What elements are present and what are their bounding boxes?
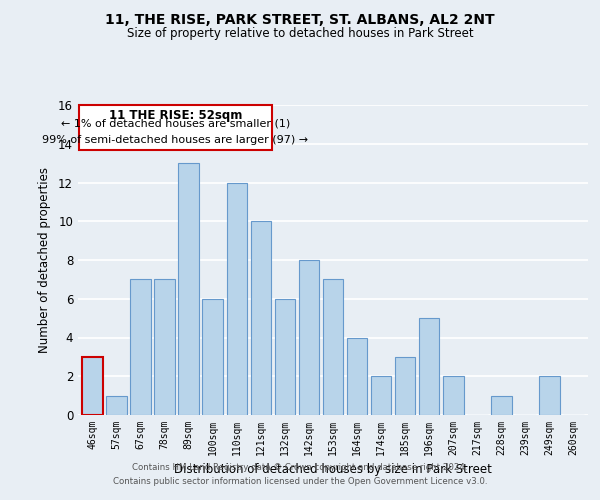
Bar xyxy=(227,182,247,415)
Bar xyxy=(395,357,415,415)
Bar xyxy=(419,318,439,415)
Text: Contains HM Land Registry data © Crown copyright and database right 2024.: Contains HM Land Registry data © Crown c… xyxy=(132,464,468,472)
Text: 11 THE RISE: 52sqm: 11 THE RISE: 52sqm xyxy=(109,109,242,122)
Bar xyxy=(202,298,223,415)
Y-axis label: Number of detached properties: Number of detached properties xyxy=(38,167,51,353)
Bar xyxy=(371,376,391,415)
Text: Contains public sector information licensed under the Open Government Licence v3: Contains public sector information licen… xyxy=(113,477,487,486)
Bar xyxy=(106,396,127,415)
Bar xyxy=(178,163,199,415)
Bar xyxy=(275,298,295,415)
Bar xyxy=(154,280,175,415)
Text: 99% of semi-detached houses are larger (97) →: 99% of semi-detached houses are larger (… xyxy=(43,135,308,145)
Bar xyxy=(82,357,103,415)
Bar xyxy=(299,260,319,415)
Bar xyxy=(443,376,464,415)
Bar xyxy=(539,376,560,415)
Text: Size of property relative to detached houses in Park Street: Size of property relative to detached ho… xyxy=(127,28,473,40)
Bar xyxy=(491,396,512,415)
X-axis label: Distribution of detached houses by size in Park Street: Distribution of detached houses by size … xyxy=(174,464,492,476)
Text: 11, THE RISE, PARK STREET, ST. ALBANS, AL2 2NT: 11, THE RISE, PARK STREET, ST. ALBANS, A… xyxy=(105,12,495,26)
Bar xyxy=(130,280,151,415)
Bar xyxy=(251,221,271,415)
Text: ← 1% of detached houses are smaller (1): ← 1% of detached houses are smaller (1) xyxy=(61,118,290,128)
Bar xyxy=(347,338,367,415)
Bar xyxy=(323,280,343,415)
